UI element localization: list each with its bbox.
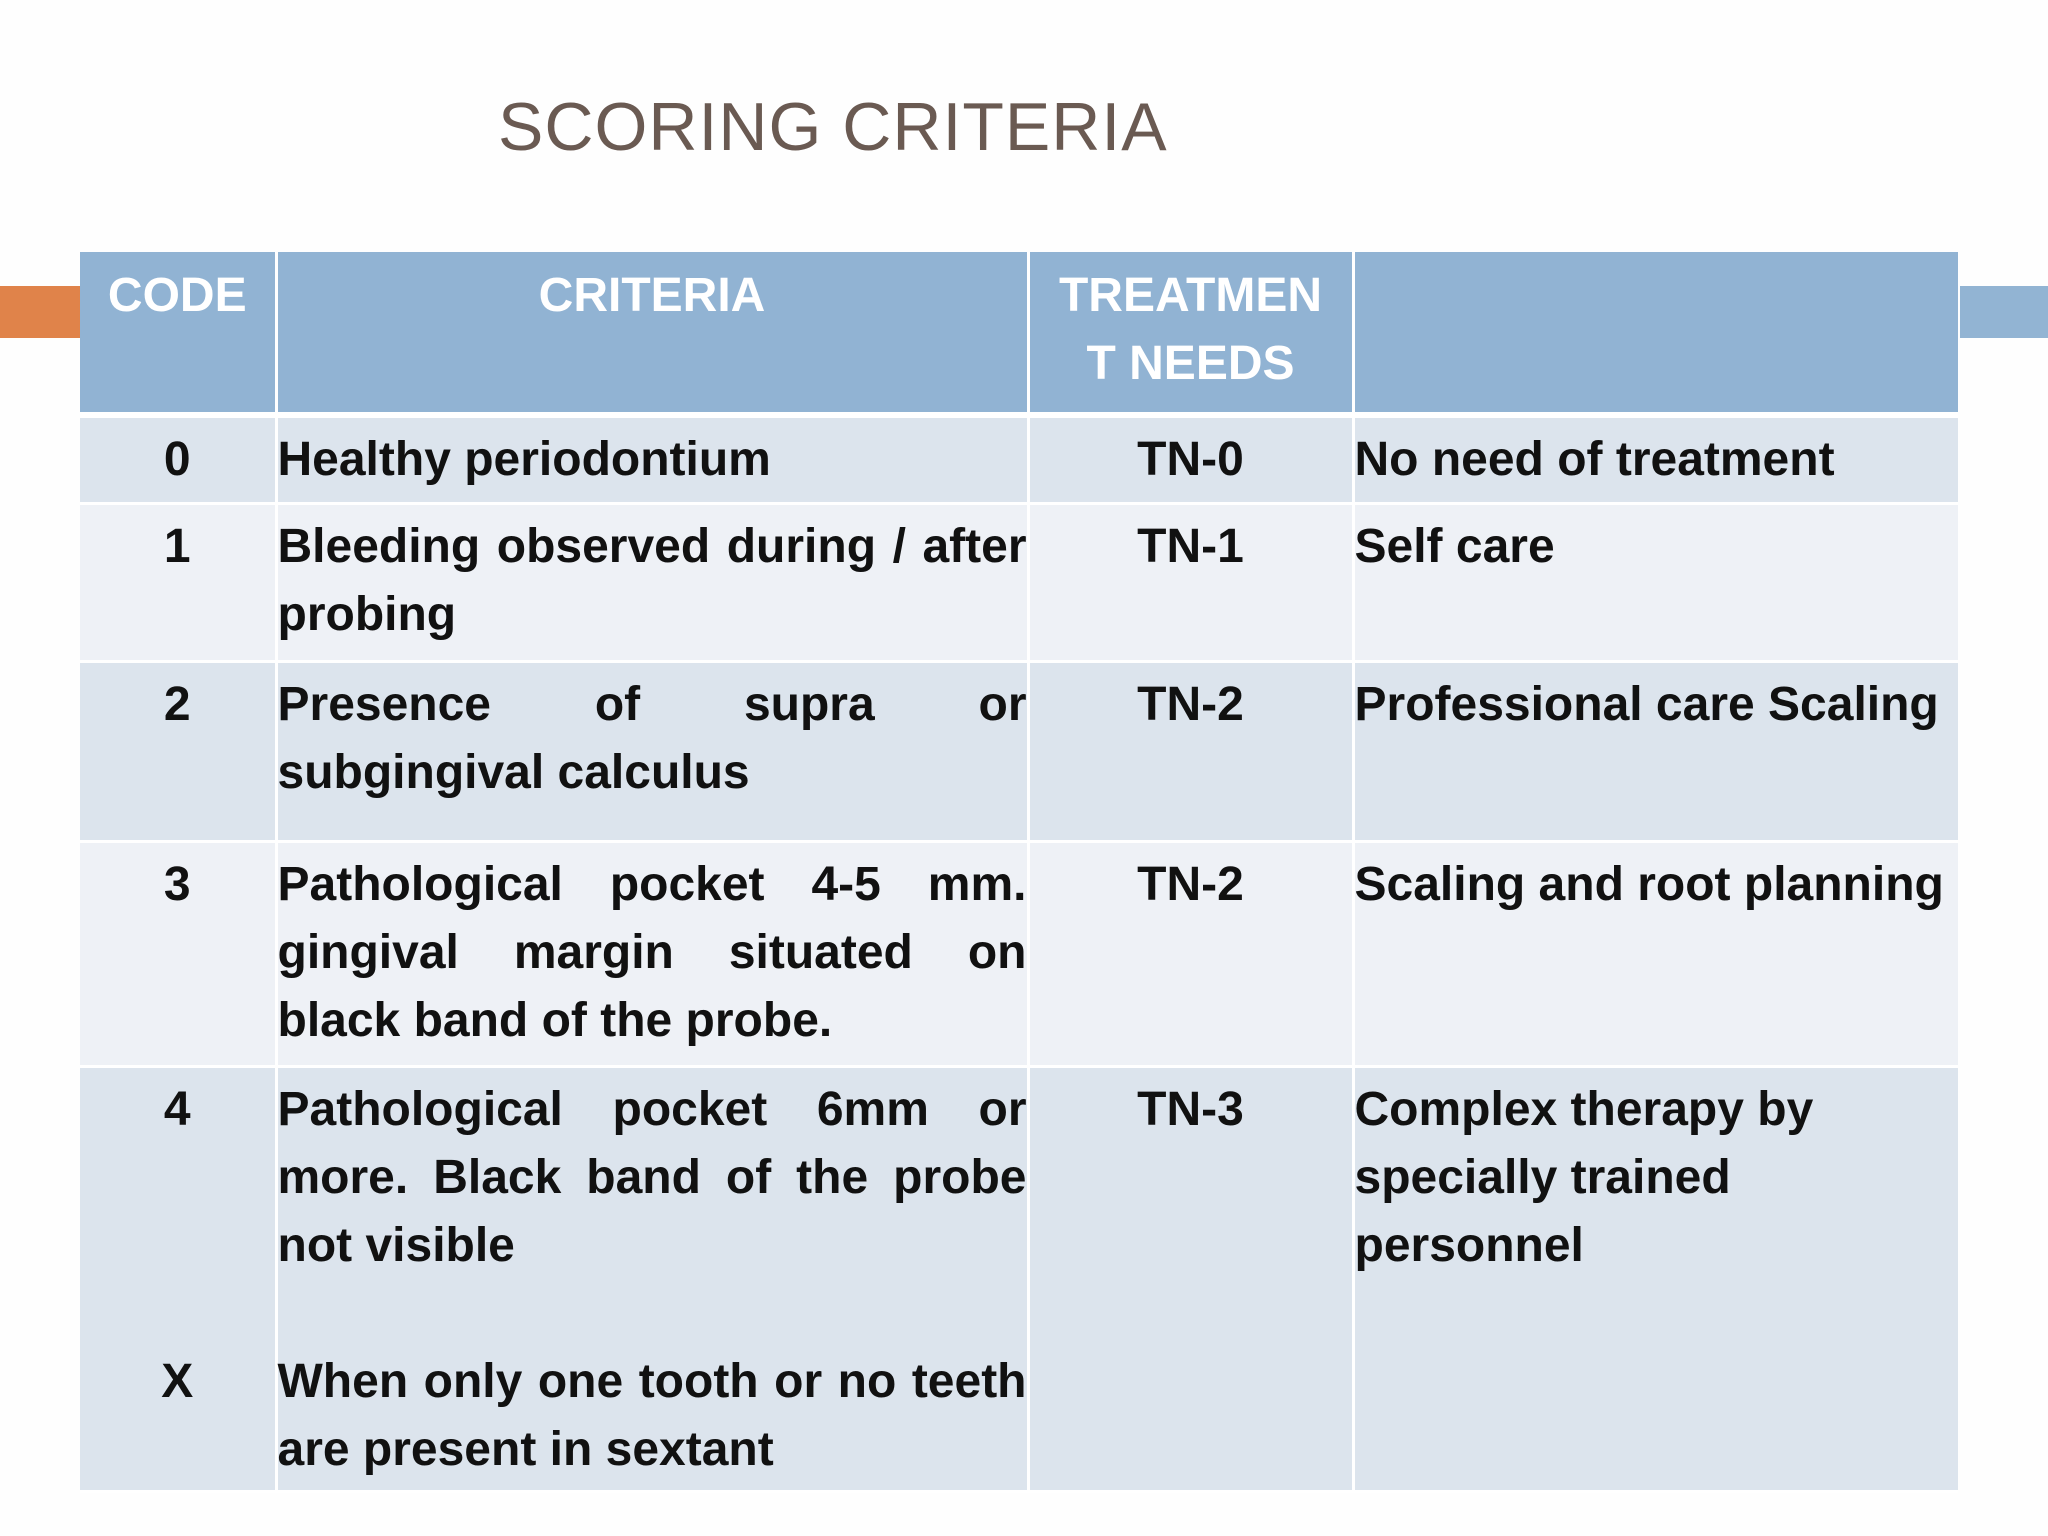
criteria-value: Pathological pocket 6mm or more. Black b… (277, 1082, 1027, 1272)
criteria-value: Pathological pocket 4-5 mm. gingival mar… (277, 857, 1027, 1047)
tn-cell: TN-0 (1028, 415, 1355, 505)
tn-value: TN-1 (1137, 519, 1244, 573)
header-blank (1353, 252, 1958, 418)
code-cell: 2 (80, 661, 278, 843)
treatment-cell: Scaling and root planning (1353, 841, 1958, 1068)
accent-bar-right (1960, 286, 2048, 338)
header-treatment-needs: TREATMEN T NEEDS (1028, 252, 1355, 418)
table-row: 4 X Pathological pocket 6mm or more. Bla… (80, 1066, 1958, 1493)
tn-value: TN-2 (1137, 857, 1244, 911)
criteria-value: Bleeding observed during / after probing (277, 519, 1027, 641)
code-value: 2 (163, 677, 191, 731)
treatment-cell: Professional care Scaling (1353, 661, 1958, 843)
criteria-cell: Pathological pocket 6mm or more. Black b… (276, 1066, 1030, 1493)
tn-value: TN-0 (1137, 433, 1244, 486)
treatment-value: Scaling and root planning (1354, 857, 1944, 911)
criteria-cell: Pathological pocket 4-5 mm. gingival mar… (276, 841, 1030, 1068)
criteria-cell: Healthy periodontium (276, 415, 1030, 505)
tn-cell: TN-1 (1028, 503, 1355, 663)
scoring-criteria-table: CODE CRITERIA TREATMEN T NEEDS 0 Healthy… (80, 252, 1958, 1493)
treatment-cell: No need of treatment (1353, 415, 1958, 505)
treatment-cell: Self care (1353, 503, 1958, 663)
treatment-value: No need of treatment (1354, 433, 1835, 486)
treatment-cell: Complex therapy by specially trained per… (1353, 1066, 1958, 1493)
treatment-value: Professional care Scaling (1354, 677, 1939, 731)
code-value-x: X (161, 1354, 194, 1408)
code-value: 0 (163, 433, 191, 486)
tn-value: TN-3 (1137, 1082, 1244, 1136)
treatment-value: Self care (1354, 519, 1555, 573)
code-cell: 1 (80, 503, 278, 663)
treatment-value: Complex therapy by specially trained per… (1354, 1082, 1814, 1272)
code-cell: 3 (80, 841, 278, 1068)
code-value: 3 (163, 857, 191, 911)
criteria-cell: Presence of supra or subgingival calculu… (276, 661, 1030, 843)
table-row: 3 Pathological pocket 4-5 mm. gingival m… (80, 841, 1958, 1068)
table-row: 2 Presence of supra or subgingival calcu… (80, 661, 1958, 843)
criteria-cell: Bleeding observed during / after probing (276, 503, 1030, 663)
table-row: 1 Bleeding observed during / after probi… (80, 503, 1958, 663)
accent-bar-left (0, 286, 80, 338)
criteria-value: Presence of supra or subgingival calculu… (277, 677, 1027, 799)
code-value: 4 (163, 1082, 191, 1136)
code-value: 1 (163, 519, 191, 573)
tn-cell: TN-2 (1028, 661, 1355, 843)
table-header-row: CODE CRITERIA TREATMEN T NEEDS (80, 252, 1958, 418)
tn-cell: TN-3 (1028, 1066, 1355, 1493)
code-cell: 4 X (80, 1066, 278, 1493)
criteria-value: Healthy periodontium (277, 433, 771, 486)
tn-cell: TN-2 (1028, 841, 1355, 1068)
slide-title: SCORING CRITERIA (498, 89, 1168, 165)
header-criteria: CRITERIA (276, 252, 1030, 418)
criteria-value-x: When only one tooth or no teeth are pres… (277, 1354, 1027, 1476)
code-cell: 0 (80, 415, 278, 505)
table-row: 0 Healthy periodontium TN-0 No need of t… (80, 415, 1958, 505)
header-code: CODE (80, 252, 278, 418)
tn-value: TN-2 (1137, 677, 1244, 731)
